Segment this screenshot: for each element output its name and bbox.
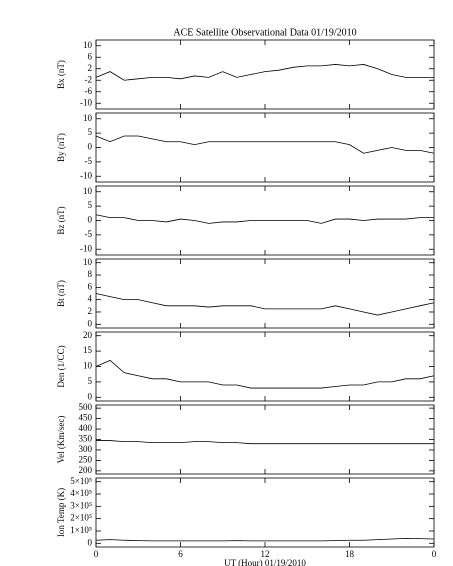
y-tick-label: 2×10⁵ (70, 513, 92, 523)
y-tick-label: 0 (88, 142, 93, 152)
x-tick-label: 18 (345, 549, 355, 559)
y-tick-label: 10 (83, 40, 93, 50)
y-axis-label: By (nT) (56, 133, 66, 162)
y-tick-label: 10 (83, 113, 93, 123)
y-tick-label: 350 (79, 434, 93, 444)
y-axis-label: Ion Temp (K) (56, 488, 66, 537)
y-axis-label: Vel (Km/sec) (56, 416, 66, 464)
y-tick-label: 0 (88, 215, 93, 225)
y-tick-label: 5×10⁵ (70, 476, 92, 486)
y-tick-label: 0 (88, 537, 93, 547)
y-tick-label: -10 (80, 170, 92, 180)
y-tick-label: 4×10⁵ (70, 488, 92, 498)
y-tick-label: 0 (88, 391, 93, 401)
y-tick-label: 6 (88, 51, 93, 61)
y-tick-label: 10 (83, 361, 93, 371)
data-line (95, 135, 435, 154)
panel-frame (95, 404, 435, 475)
y-tick-label: -2 (85, 74, 93, 84)
x-tick-label: 12 (261, 549, 270, 559)
data-line (95, 293, 435, 316)
y-tick-label: 5 (88, 127, 93, 137)
y-tick-label: 20 (83, 330, 93, 340)
x-axis-label: UT (Hour) 01/19/2010 (224, 558, 306, 566)
y-tick-label: 4 (88, 294, 93, 304)
data-line (96, 440, 434, 445)
x-tick-label: 6 (178, 549, 183, 559)
y-tick-label: 200 (79, 465, 93, 475)
y-tick-label: -10 (80, 243, 92, 253)
data-line (95, 64, 434, 81)
y-tick-label: 400 (79, 423, 93, 433)
y-tick-label: 300 (79, 444, 93, 454)
y-tick-label: -10 (80, 97, 92, 107)
y-tick-label: 2 (88, 306, 93, 316)
panel-frame (95, 477, 435, 548)
y-tick-label: 0 (88, 318, 93, 328)
x-tick-label: 0 (432, 549, 437, 559)
data-line (95, 214, 434, 224)
data-line (95, 359, 435, 389)
y-axis-label: Bx (nT) (56, 60, 66, 89)
x-tick-label: 0 (94, 549, 99, 559)
y-tick-label: 5 (88, 200, 93, 210)
panel-frame (95, 258, 435, 329)
y-tick-label: 10 (83, 186, 93, 196)
y-axis-label: Bt (nT) (56, 280, 66, 307)
y-tick-label: 2 (88, 63, 93, 73)
data-line (95, 537, 435, 542)
y-tick-label: 1×10⁵ (70, 525, 92, 535)
chart-title: ACE Satellite Observational Data 01/19/2… (173, 27, 356, 38)
y-tick-label: -5 (85, 156, 93, 166)
y-axis-label: Bz (nT) (56, 206, 66, 234)
y-tick-label: 8 (88, 269, 93, 279)
panel-frame (95, 112, 435, 183)
y-tick-label: -5 (85, 229, 93, 239)
y-tick-label: 5 (88, 376, 93, 386)
y-tick-label: 500 (79, 402, 93, 412)
panel-frame (95, 39, 435, 110)
y-tick-label: 10 (83, 257, 93, 267)
y-tick-label: -6 (85, 86, 93, 96)
y-axis-label: Den (1/CC) (56, 345, 66, 387)
y-tick-label: 450 (79, 413, 93, 423)
y-tick-label: 3×10⁵ (70, 500, 92, 510)
y-tick-label: 15 (83, 345, 93, 355)
panel-frame (95, 331, 435, 402)
y-tick-label: 250 (79, 454, 93, 464)
y-tick-label: 6 (88, 281, 93, 291)
